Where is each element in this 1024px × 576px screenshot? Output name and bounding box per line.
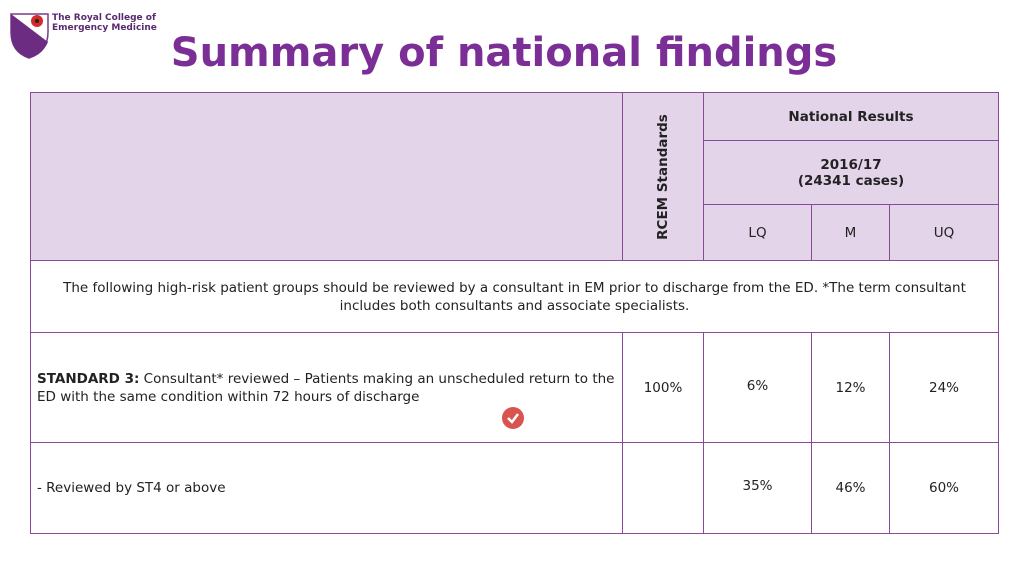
- standards-header: RCEM Standards: [655, 113, 671, 240]
- cell: 24%: [889, 332, 999, 443]
- cell: 100%: [622, 332, 704, 443]
- row-label-text: STANDARD 3: Consultant* reviewed – Patie…: [37, 370, 616, 406]
- logo-line: Emergency Medicine: [52, 23, 157, 33]
- logo-shield: [10, 13, 49, 59]
- title: Summary of national findings: [170, 30, 838, 76]
- cell: 46%: [811, 442, 890, 534]
- header-cell: RCEM Standards: [622, 92, 704, 261]
- header-cell: [30, 92, 623, 261]
- row-label: STANDARD 3: Consultant* reviewed – Patie…: [30, 332, 623, 443]
- check-icon: [502, 407, 524, 429]
- national-header: National Results: [703, 92, 999, 141]
- logo-line: The Royal College of: [52, 13, 156, 23]
- standard-desc: Consultant* reviewed – Patients making a…: [37, 370, 615, 405]
- cell: 6%: [703, 332, 812, 443]
- cell: 12%: [811, 332, 890, 443]
- m-header: M: [811, 204, 890, 261]
- period-header: 2016/17 (24341 cases): [703, 140, 999, 205]
- row-label: - Reviewed by ST4 or above: [30, 442, 623, 534]
- uq-header: UQ: [889, 204, 999, 261]
- cell: 60%: [889, 442, 999, 534]
- period: 2016/17: [820, 156, 882, 173]
- lq-header: LQ: [703, 204, 812, 261]
- logo-text: The Royal College of Emergency Medicine: [52, 13, 157, 33]
- cell: 35%: [703, 442, 812, 534]
- cases: (24341 cases): [797, 172, 905, 189]
- cell: [622, 442, 704, 534]
- standard-label: STANDARD 3:: [37, 370, 140, 387]
- intro: The following high-risk patient groups s…: [30, 260, 999, 333]
